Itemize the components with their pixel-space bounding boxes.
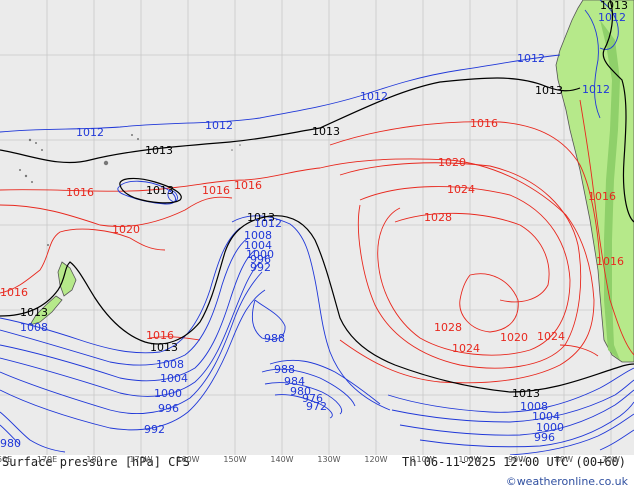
isobar-label: 1016 — [66, 186, 94, 199]
isobar-label: 1012 — [76, 126, 104, 139]
isobar-label: 984 — [284, 375, 305, 388]
isobar-label: 1008 — [20, 321, 48, 334]
isobar-label: 1012 — [598, 11, 626, 24]
isobar-label: 1000 — [536, 421, 564, 434]
isobar-label: 1012 — [517, 52, 545, 65]
isobar-label: 1020 — [500, 331, 528, 344]
isobar-label: 1013 — [600, 0, 628, 12]
isobar-label: 988 — [264, 332, 285, 345]
isobar-label: 1020 — [438, 156, 466, 169]
isobar-label: 1012 — [254, 217, 282, 230]
pacific-islands — [19, 134, 241, 246]
high-pressure-isobars — [0, 99, 634, 384]
weather-map: 1013 1013 1013 1013 1013 1013 1013 1013 … — [0, 0, 634, 455]
isobar-label: 1012 — [205, 119, 233, 132]
isobar-label: 1024 — [447, 183, 475, 196]
isobar-labels: 1013 1013 1013 1013 1013 1013 1013 1013 … — [0, 0, 628, 450]
longitude-label: 80W — [554, 455, 574, 464]
longitude-label: 170W — [129, 455, 153, 464]
isobar-label: 992 — [250, 261, 271, 274]
graticule — [0, 0, 634, 455]
isobar-label: 996 — [534, 431, 555, 444]
isobar-label: 1016 — [234, 179, 262, 192]
longitude-label: 140W — [270, 455, 294, 464]
isobar-label: 992 — [144, 423, 165, 436]
isobar-label: 996 — [158, 402, 179, 415]
map-footer: Surface pressure [hPa] CFS Th 06-11-2025… — [0, 455, 634, 490]
isobar-label: 1016 — [588, 190, 616, 203]
new-zealand-south-island — [29, 295, 63, 326]
isobar-label: 1016 — [596, 255, 624, 268]
isobar-label: 1012 — [360, 90, 388, 103]
isobar-label: 972 — [306, 400, 327, 413]
isobar-label: 996 — [250, 253, 271, 266]
low-pressure-isobars — [0, 0, 634, 455]
longitude-label: 90W — [507, 455, 527, 464]
isobar-label: 1000 — [246, 248, 274, 261]
ocean-background — [0, 0, 634, 455]
isobar-label: 1024 — [452, 342, 480, 355]
longitude-label: 70W — [601, 455, 621, 464]
longitude-label: 180 — [86, 455, 102, 464]
isobar-label: 1013 — [20, 306, 48, 319]
isobar-label: 1004 — [160, 372, 188, 385]
isobar-label: 1013 — [247, 211, 275, 224]
isobar-label: 988 — [274, 363, 295, 376]
map-valid-time: Th 06-11-2025 12:00 UTC (00+60) — [402, 455, 626, 469]
isobar-label: 1012 — [582, 83, 610, 96]
isobar-label: 1016 — [146, 329, 174, 342]
isobar-label: 1013 — [150, 341, 178, 354]
longitude-label: 170E — [36, 455, 58, 464]
isobar-label: 1016 — [0, 286, 28, 299]
longitude-label: 150W — [223, 455, 247, 464]
isobar-label: 1013 — [535, 84, 563, 97]
isobar-label: 980 — [0, 437, 21, 450]
longitude-label: 130W — [317, 455, 341, 464]
isobar-label: 1013 — [146, 184, 174, 197]
isobar-label: 1008 — [520, 400, 548, 413]
isobar-label: 1008 — [244, 229, 272, 242]
isobar-label: 1016 — [202, 184, 230, 197]
standard-pressure-isobar — [0, 0, 634, 393]
isobar-label: 1020 — [112, 223, 140, 236]
isobar-label: 1013 — [145, 144, 173, 157]
isobar-label: 1028 — [434, 321, 462, 334]
new-zealand-north-island — [57, 261, 77, 297]
longitude-label: 110W — [411, 455, 435, 464]
isobar-label: 1028 — [424, 211, 452, 224]
isobar-label: 1004 — [244, 239, 272, 252]
longitude-label: 100W — [458, 455, 482, 464]
isobar-label: 980 — [290, 385, 311, 398]
isobar-label: 1013 — [312, 125, 340, 138]
isobar-label: 1016 — [470, 117, 498, 130]
isobar-label: 1000 — [154, 387, 182, 400]
isobar-label: 1024 — [537, 330, 565, 343]
map-product-title: Surface pressure [hPa] CFS — [2, 455, 190, 469]
longitude-label: 160W — [176, 455, 200, 464]
copyright-link[interactable]: ©weatheronline.co.uk — [505, 475, 628, 488]
isobar-label: 976 — [302, 392, 323, 405]
longitude-label: 160E — [0, 455, 13, 464]
longitude-label: 120W — [364, 455, 388, 464]
isobar-label: 1008 — [156, 358, 184, 371]
isobar-label: 1004 — [532, 410, 560, 423]
isobar-label: 1013 — [512, 387, 540, 400]
